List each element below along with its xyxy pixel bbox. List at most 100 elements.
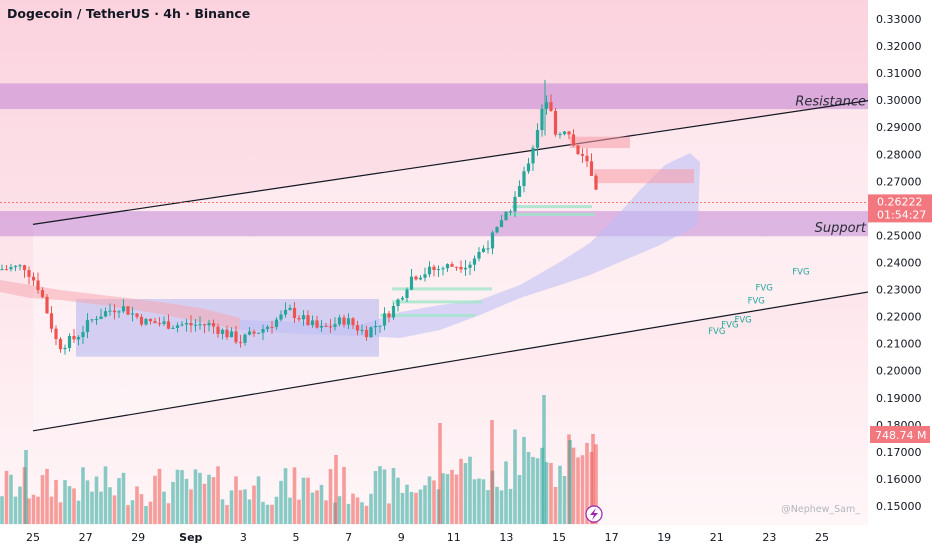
fvg-label: FVG bbox=[755, 283, 772, 293]
volume-bar bbox=[261, 501, 265, 524]
y-tick-label: 0.22000 bbox=[876, 311, 922, 324]
volume-bar bbox=[468, 456, 472, 524]
chart-title: Dogecoin / TetherUS · 4h · Binance bbox=[7, 6, 251, 21]
candle-body bbox=[306, 315, 310, 325]
candle-body bbox=[472, 258, 477, 265]
y-tick-label: 0.27000 bbox=[876, 175, 922, 188]
candle-body bbox=[216, 326, 220, 334]
volume-bar bbox=[207, 474, 211, 524]
volume-bar bbox=[486, 490, 490, 524]
volume-bar bbox=[499, 490, 504, 524]
volume-bar bbox=[369, 493, 373, 524]
volume-bar bbox=[189, 489, 193, 524]
candle-body bbox=[247, 331, 252, 335]
candle-body bbox=[450, 264, 454, 267]
price-axis[interactable] bbox=[868, 0, 932, 550]
volume-bar bbox=[171, 481, 175, 524]
candle-body bbox=[522, 171, 526, 187]
y-tick-label: 0.17000 bbox=[876, 446, 922, 459]
candle-body bbox=[499, 220, 504, 228]
candle-body bbox=[103, 311, 108, 317]
candle-body bbox=[540, 108, 544, 131]
candle-body bbox=[13, 265, 18, 268]
candle-body bbox=[193, 324, 198, 326]
volume-bar bbox=[121, 472, 126, 524]
candle-body bbox=[36, 280, 40, 291]
volume-bar bbox=[472, 479, 477, 524]
channel-lower-line[interactable] bbox=[32, 201, 932, 432]
candle-body bbox=[459, 266, 463, 270]
bearish-cloud bbox=[0, 280, 240, 330]
y-tick-label: 0.25000 bbox=[876, 229, 922, 242]
volume-bar bbox=[72, 488, 76, 524]
candle-body bbox=[256, 332, 261, 334]
channel-upper-line[interactable] bbox=[32, 20, 932, 225]
candle-body bbox=[288, 307, 292, 310]
volume-bar bbox=[139, 494, 144, 524]
volume-bar bbox=[477, 478, 481, 524]
candle-body bbox=[315, 320, 319, 328]
candle-body bbox=[585, 155, 589, 162]
candle-body bbox=[94, 319, 99, 321]
candle-body bbox=[544, 102, 549, 109]
candle-body bbox=[270, 326, 274, 328]
candle-body bbox=[108, 310, 112, 312]
candle-body bbox=[454, 266, 459, 268]
candle-body bbox=[427, 266, 432, 275]
x-axis-ticks: 25 27 29 Sep 3 5 7 9 11 13 15 17 19 21 23 25 bbox=[26, 531, 829, 544]
time-axis[interactable] bbox=[0, 525, 868, 550]
candle-body bbox=[562, 131, 567, 135]
candle-body bbox=[175, 325, 180, 328]
volume-bar bbox=[135, 486, 139, 524]
candle-body bbox=[22, 265, 27, 271]
y-tick-label: 0.21000 bbox=[876, 338, 922, 351]
candle-body bbox=[4, 269, 9, 271]
fvg-label: FVG bbox=[734, 315, 751, 325]
volume-bar bbox=[247, 499, 252, 524]
candle-body bbox=[243, 334, 247, 343]
volume-bar bbox=[517, 474, 522, 524]
fvg-box bbox=[570, 136, 630, 149]
volume-bar bbox=[310, 492, 315, 524]
candle-body bbox=[279, 314, 283, 320]
volume-bar bbox=[63, 480, 67, 524]
x-tick-label: 19 bbox=[657, 531, 671, 544]
candle-body bbox=[198, 324, 202, 326]
candle-body bbox=[351, 318, 355, 326]
candle-body bbox=[126, 306, 130, 315]
volume-bar bbox=[40, 475, 45, 524]
candle-body bbox=[153, 321, 157, 324]
y-tick-label: 0.31000 bbox=[876, 67, 922, 80]
candle-body bbox=[432, 266, 436, 271]
candle-body bbox=[531, 147, 535, 164]
volume-bar bbox=[454, 474, 459, 524]
resistance-zone bbox=[0, 83, 868, 110]
lightning-bolt-icon[interactable] bbox=[585, 505, 603, 523]
candle-body bbox=[391, 306, 396, 318]
volume-bar bbox=[225, 505, 229, 524]
candle-body bbox=[63, 347, 67, 350]
y-tick-label: 0.20000 bbox=[876, 365, 922, 378]
volume-bar bbox=[31, 494, 36, 524]
x-tick-label: 3 bbox=[240, 531, 247, 544]
volume-bar bbox=[526, 452, 531, 524]
candle-body bbox=[58, 338, 63, 350]
support-zone bbox=[0, 211, 868, 237]
candle-body bbox=[162, 321, 166, 324]
volume-bar bbox=[576, 457, 580, 524]
candle-body bbox=[477, 251, 481, 259]
volume-bar bbox=[112, 495, 117, 524]
volume-bar bbox=[202, 483, 207, 524]
candle-body bbox=[31, 276, 36, 281]
candle-body bbox=[508, 211, 513, 213]
volume-bar bbox=[315, 490, 319, 524]
fvg-labels: FVGFVGFVGFVGFVGFVGFVGFVGFVGFVGFVG bbox=[708, 267, 809, 337]
volume-bar bbox=[130, 500, 135, 524]
resistance-label: Resistance bbox=[795, 95, 866, 110]
candle-body bbox=[99, 316, 103, 320]
candle-body bbox=[85, 320, 90, 333]
candle-body bbox=[144, 318, 148, 325]
x-tick-label: 5 bbox=[293, 531, 300, 544]
volume-bar bbox=[495, 486, 499, 524]
